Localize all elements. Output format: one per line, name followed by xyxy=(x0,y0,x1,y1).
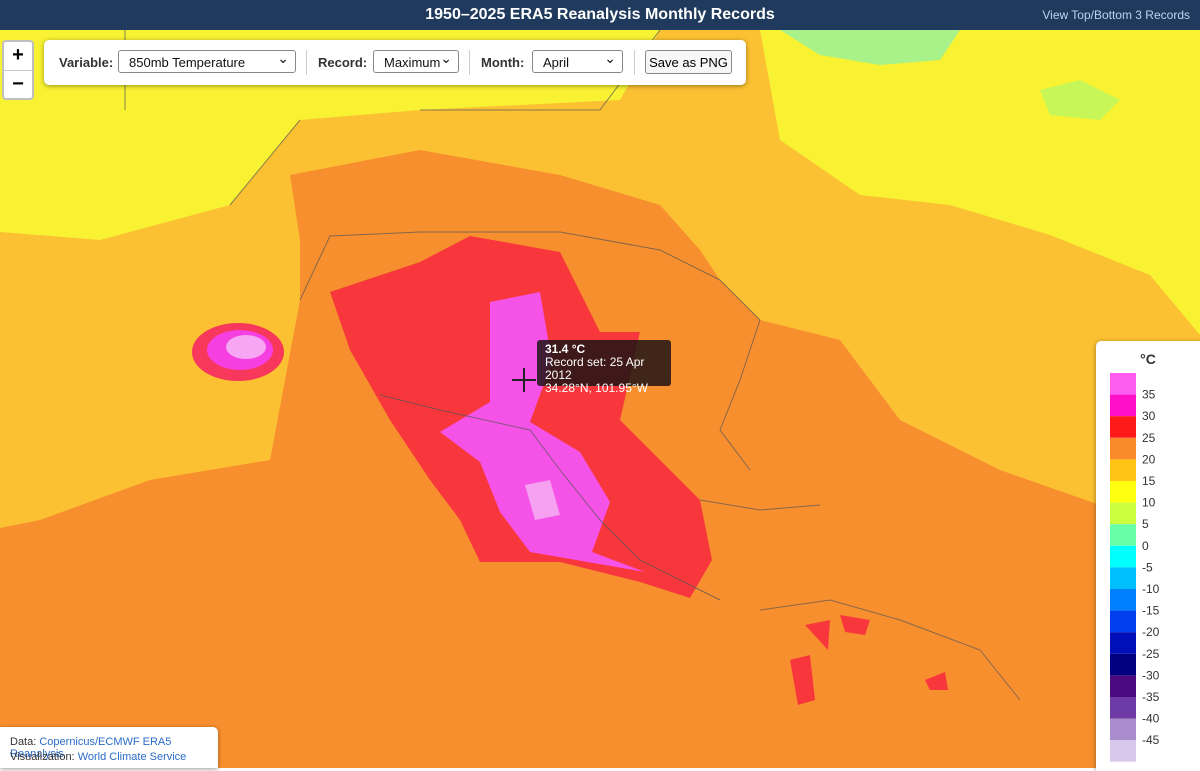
zoom-out[interactable]: − xyxy=(4,70,32,99)
separator xyxy=(306,50,307,75)
legend-label: 10 xyxy=(1142,496,1156,510)
legend-label: -45 xyxy=(1142,733,1160,747)
legend-swatch xyxy=(1110,675,1136,697)
legend-title: °C xyxy=(1140,351,1156,367)
legend-label: -20 xyxy=(1142,625,1160,639)
legend-label: -10 xyxy=(1142,582,1160,596)
legend-swatch xyxy=(1110,697,1136,719)
legend-label: 0 xyxy=(1142,539,1149,553)
legend-swatch xyxy=(1110,437,1136,460)
legend-swatch xyxy=(1110,632,1136,654)
legend-swatch xyxy=(1110,502,1136,525)
data-label: Data: xyxy=(10,736,37,748)
legend-label: -40 xyxy=(1142,712,1160,726)
colorbar: 35 30 25 20 15 10 5 0 -5 -10 -15 -20 -25 -30 -35 -40 -45 xyxy=(1110,373,1160,771)
variable-label: Variable: xyxy=(59,55,114,70)
records-link[interactable]: View Top/Bottom 3 Records xyxy=(1042,8,1190,22)
tooltip-record: Record set: 25 Apr 2012 xyxy=(545,355,645,382)
legend-label: 25 xyxy=(1142,431,1156,445)
controls: Variable: 850mb Temperature Record: Maxi… xyxy=(44,40,746,85)
vis-label: Visualization: xyxy=(10,751,75,763)
legend-swatch xyxy=(1110,740,1136,762)
legend-swatch xyxy=(1110,567,1136,589)
zoom-control: + − xyxy=(2,40,34,100)
legend-label: -30 xyxy=(1142,668,1160,682)
legend-swatch xyxy=(1110,589,1136,611)
month-label: Month: xyxy=(481,55,525,70)
legend-swatch xyxy=(1110,459,1136,481)
legend-swatch xyxy=(1110,761,1136,771)
separator xyxy=(634,50,635,75)
legend-swatch xyxy=(1110,373,1136,395)
legend-label: 15 xyxy=(1142,474,1156,488)
tooltip-value: 31.4 °C xyxy=(545,342,586,356)
legend-swatch xyxy=(1110,524,1136,546)
legend-swatch xyxy=(1110,416,1136,438)
vis-link[interactable]: World Climate Service xyxy=(77,751,187,763)
legend-label: 20 xyxy=(1142,452,1156,466)
header: 1950–2025 ERA5 Reanalysis Monthly Record… xyxy=(0,0,1200,30)
legend-label: 35 xyxy=(1142,388,1156,402)
record-label: Record: xyxy=(318,55,368,70)
tooltip-location: 34.28°N, 101.95°W xyxy=(545,381,648,395)
attribution: Data: Copernicus/ECMWF ERA5 Reanalysis V… xyxy=(0,727,218,768)
legend-label: 5 xyxy=(1142,517,1149,531)
variable-select[interactable]: 850mb Temperature xyxy=(118,47,296,73)
legend-swatch xyxy=(1110,653,1136,676)
zoom-in[interactable]: + xyxy=(12,44,24,66)
crosshair xyxy=(512,368,536,392)
tooltip: 31.4 °C Record set: 25 Apr 2012 34.28°N,… xyxy=(537,340,671,395)
map xyxy=(0,30,1200,768)
legend-swatch xyxy=(1110,610,1136,633)
legend-swatch xyxy=(1110,481,1136,503)
month-select[interactable]: April xyxy=(532,47,623,73)
separator xyxy=(469,50,470,75)
data-link[interactable]: Copernicus/ECMWF ERA5 Reanalysis xyxy=(10,736,172,760)
legend-label: -25 xyxy=(1142,647,1160,661)
title: 1950–2025 ERA5 Reanalysis Monthly Record… xyxy=(425,6,775,23)
legend-label: 30 xyxy=(1142,409,1156,423)
legend-swatch xyxy=(1110,718,1136,741)
record-select[interactable]: Maximum xyxy=(373,47,459,73)
save-button[interactable]: Save as PNG xyxy=(645,50,732,74)
legend-swatch xyxy=(1110,394,1136,417)
legend: °C 35 30 25 20 15 10 5 0 -5 -10 -15 -20 -25 -30 -35 -40… xyxy=(1096,341,1200,771)
legend-swatch xyxy=(1110,545,1136,568)
legend-label: -15 xyxy=(1142,604,1160,618)
legend-label: -35 xyxy=(1142,690,1160,704)
legend-label: -5 xyxy=(1142,560,1153,574)
